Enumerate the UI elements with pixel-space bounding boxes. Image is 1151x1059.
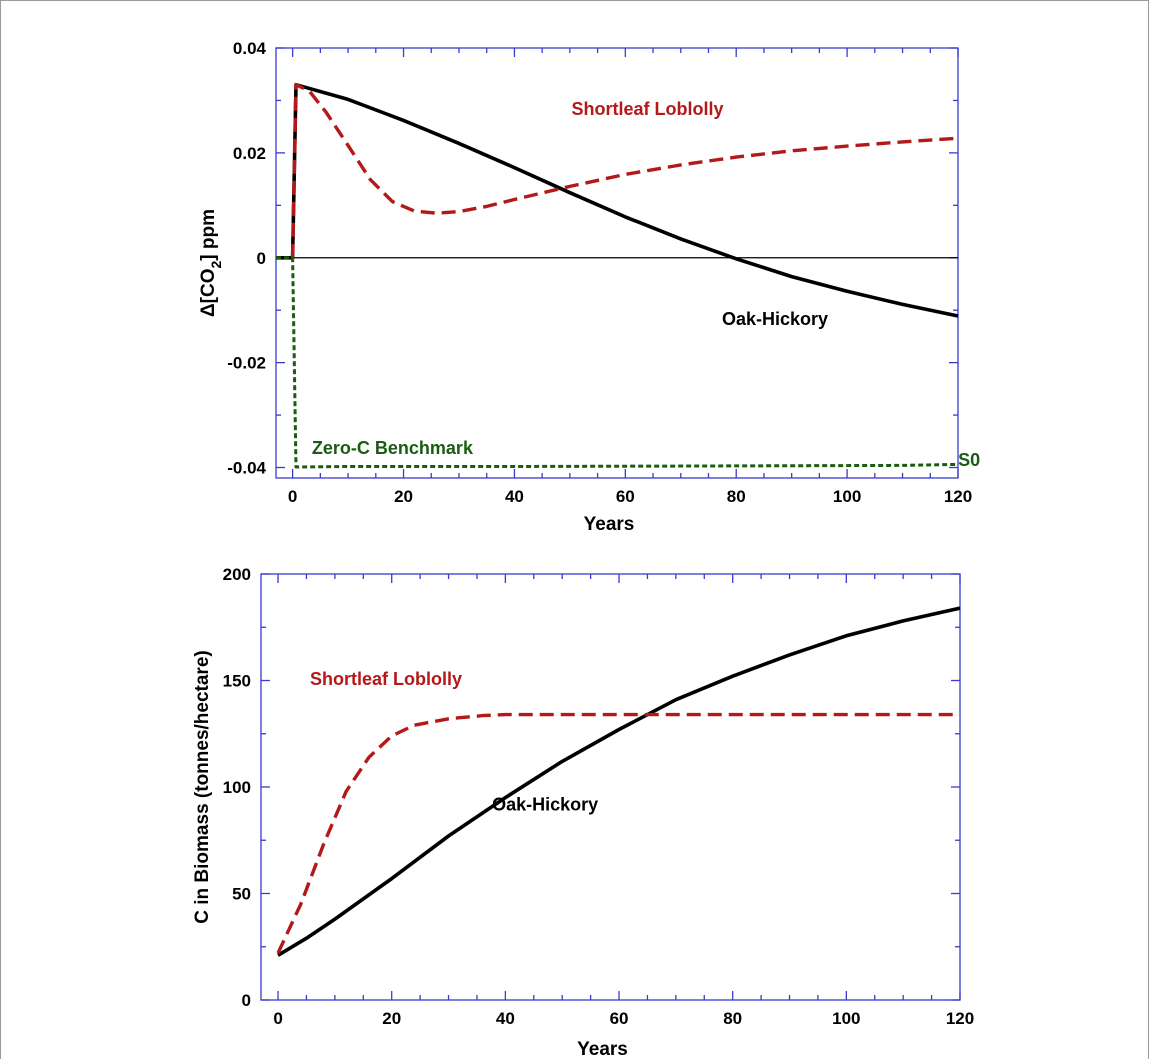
x-tick-label: 80	[727, 487, 746, 506]
x-axis-label: Years	[584, 514, 635, 535]
x-tick-label: 100	[832, 1009, 860, 1028]
y-tick-label: 0	[242, 991, 251, 1010]
y-axis-label: C in Biomass (tonnes/hectare)	[192, 650, 213, 923]
y-tick-label: 100	[223, 778, 251, 797]
y-tick-label: 50	[232, 885, 251, 904]
annotation-shortleaf-loblolly: Shortleaf Loblolly	[310, 669, 462, 689]
chart-2: 0 20 40 60 80 100 120 0 50 100 150 200 Years C in Bio…	[192, 565, 974, 1059]
series-line-shortleaf-loblolly	[290, 83, 959, 258]
x-tick-label: 60	[610, 1009, 629, 1028]
x-tick-label: 20	[394, 487, 413, 506]
series-line-shortleaf-loblolly	[276, 712, 960, 954]
x-tick-label: 20	[382, 1009, 401, 1028]
annotation-oak-hickory: Oak-Hickory	[492, 794, 598, 814]
chart-1: 0 20 40 60 80 100 120 -0.04 -0.02 0 0.02 0.04 Years Δ…	[198, 39, 980, 535]
series-line-oak-hickory	[276, 82, 959, 318]
x-tick-label: 40	[505, 487, 524, 506]
y-axis-label: Δ[CO2] ppm	[198, 209, 224, 317]
y-axis-label-prefix: Δ[CO	[198, 269, 219, 317]
x-tick-label: 80	[723, 1009, 742, 1028]
y-tick-label: 0.04	[233, 39, 267, 58]
x-tick-label: 120	[946, 1009, 974, 1028]
series-line-oak-hickory	[277, 606, 961, 957]
x-tick-label: 60	[616, 487, 635, 506]
y-tick-label: -0.02	[227, 354, 266, 373]
y-tick-label: 150	[223, 672, 251, 691]
x-tick-label: 100	[833, 487, 861, 506]
annotation-oak-hickory: Oak-Hickory	[722, 309, 828, 329]
annotation-s0: S0	[958, 450, 980, 470]
plot-frame	[275, 47, 959, 479]
annotation-shortleaf-loblolly: Shortleaf Loblolly	[571, 99, 723, 119]
y-axis-label-suffix: ] ppm	[198, 209, 219, 261]
y-tick-label: 0.02	[233, 144, 266, 163]
y-tick-label: 0	[257, 249, 266, 268]
plot-frame	[260, 573, 961, 1001]
x-tick-label: 0	[288, 487, 297, 506]
x-tick-label: 0	[273, 1009, 282, 1028]
y-tick-label: -0.04	[227, 459, 266, 478]
y-tick-label: 200	[223, 565, 251, 584]
x-axis-label: Years	[577, 1039, 628, 1059]
x-tick-label: 120	[944, 487, 972, 506]
x-tick-label: 40	[496, 1009, 515, 1028]
series-line-zero-c-benchmark	[276, 256, 959, 469]
annotation-zero-c-benchmark: Zero-C Benchmark	[312, 438, 474, 458]
y-axis-label-sub: 2	[208, 261, 224, 269]
